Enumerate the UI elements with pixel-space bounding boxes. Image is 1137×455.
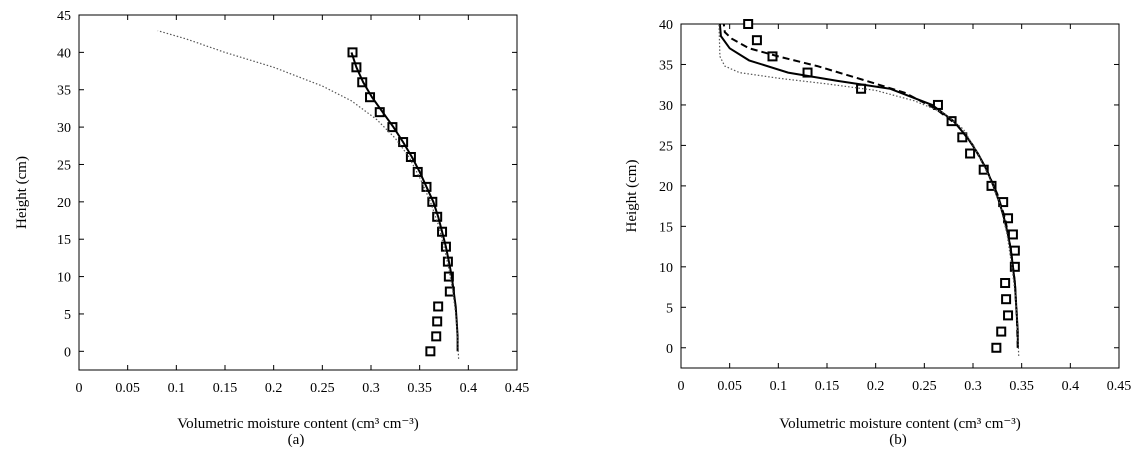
series-line-dashed — [722, 24, 1019, 348]
y-tick-label: 20 — [57, 196, 71, 211]
y-tick-label: 35 — [659, 58, 673, 73]
data-point-marker — [996, 326, 1007, 337]
data-point-marker — [751, 35, 762, 46]
data-point-marker — [1001, 294, 1012, 305]
series-line-solid — [350, 52, 459, 352]
x-tick-label: 0.15 — [213, 381, 238, 396]
data-point-marker — [1007, 229, 1018, 240]
chart-a: 0 0.05 0.1 0.15 0.2 0.25 0.3 0.35 0.4 0.45 0 5 10 15 2… — [14, 9, 529, 448]
y-axis-label: Height (cm) — [624, 160, 640, 233]
x-tick-label: 0.1 — [770, 379, 788, 394]
series-line-solid — [718, 24, 1019, 348]
x-tick-label: 0.05 — [717, 379, 742, 394]
x-tick-label: 0.35 — [1009, 379, 1034, 394]
x-tick-label: 0 — [678, 379, 685, 394]
x-tick-label: 0.1 — [168, 381, 186, 396]
series-line-dotted — [718, 24, 1020, 356]
y-tick-label: 30 — [57, 121, 71, 136]
data-point-marker — [1000, 278, 1011, 289]
x-axis-label: Volumetric moisture content (cm³ cm⁻³) — [779, 416, 1021, 432]
x-tick-label: 0 — [76, 381, 83, 396]
data-point-marker — [965, 148, 976, 159]
x-tick-label: 0.15 — [815, 379, 840, 394]
panel-caption: (b) — [889, 432, 907, 448]
x-tick-label: 0.35 — [407, 381, 432, 396]
y-tick-label: 10 — [659, 261, 673, 276]
y-tick-label: 0 — [666, 342, 673, 357]
y-tick-label: 35 — [57, 84, 71, 99]
x-tick-label: 0.45 — [1107, 379, 1132, 394]
data-point-marker — [743, 19, 754, 29]
y-axis-label: Height (cm) — [14, 156, 30, 229]
data-point-marker — [432, 316, 443, 327]
data-point-marker — [856, 83, 867, 94]
data-point-marker — [1009, 261, 1020, 272]
x-tick-label: 0.45 — [505, 381, 530, 396]
data-point-marker — [431, 331, 442, 342]
y-tick-label: 10 — [57, 271, 71, 286]
x-tick-label: 0.2 — [867, 379, 885, 394]
data-point-marker — [433, 301, 444, 312]
y-tick-label: 25 — [57, 158, 71, 173]
plot-frame — [78, 14, 518, 371]
x-axis-label: Volumetric moisture content (cm³ cm⁻³) — [177, 416, 419, 432]
chart-b: 0 0.05 0.1 0.15 0.2 0.25 0.3 0.35 0.4 0.45 0 5 10 15 2… — [624, 18, 1131, 448]
data-point-marker — [443, 271, 454, 282]
y-tick-label: 15 — [659, 220, 673, 235]
y-tick-label: 15 — [57, 233, 71, 248]
y-tick-label: 30 — [659, 99, 673, 114]
series-line-dotted — [157, 30, 460, 359]
x-tick-label: 0.4 — [1062, 379, 1080, 394]
data-point-marker — [1003, 310, 1014, 321]
y-tick-label: 5 — [666, 301, 673, 316]
y-tick-label: 25 — [659, 139, 673, 154]
x-tick-label: 0.3 — [362, 381, 380, 396]
plot-frame — [680, 23, 1120, 369]
y-tick-label: 40 — [57, 46, 71, 61]
panel-caption: (a) — [288, 432, 305, 448]
x-tick-label: 0.3 — [964, 379, 982, 394]
x-tick-label: 0.05 — [115, 381, 140, 396]
y-tick-label: 40 — [659, 18, 673, 33]
x-tick-label: 0.25 — [912, 379, 937, 394]
y-tick-label: 0 — [64, 345, 71, 360]
x-tick-label: 0.2 — [265, 381, 283, 396]
y-tick-label: 20 — [659, 180, 673, 195]
data-point-marker — [991, 342, 1002, 353]
y-tick-label: 5 — [64, 308, 71, 323]
x-tick-label: 0.4 — [460, 381, 478, 396]
data-point-marker — [425, 346, 436, 357]
x-tick-label: 0.25 — [310, 381, 335, 396]
y-tick-label: 45 — [57, 9, 71, 24]
